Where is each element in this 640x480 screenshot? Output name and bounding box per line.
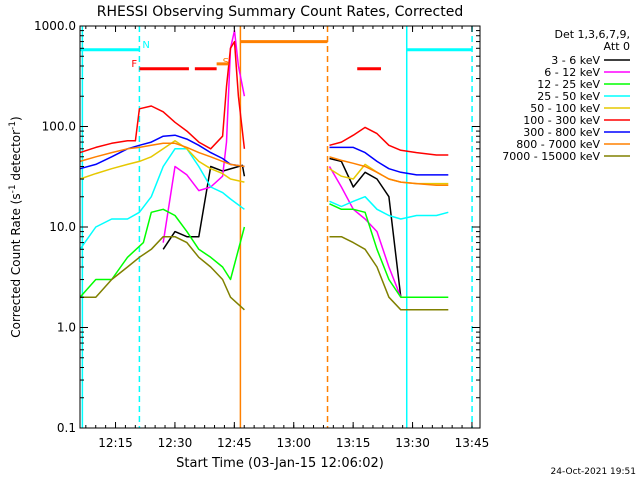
legend-label-4: 50 - 100 keV bbox=[530, 102, 600, 115]
chart-title: RHESSI Observing Summary Count Rates, Co… bbox=[97, 4, 463, 20]
series-6-line-0 bbox=[79, 134, 245, 170]
series-5-line-0 bbox=[79, 40, 246, 154]
footer-date: 24-Oct-2021 19:51 bbox=[551, 467, 636, 477]
y-axis-label-sup-2: -1 bbox=[8, 121, 18, 130]
series-8-line-1 bbox=[329, 235, 449, 311]
y-tick-label-1: 1.0 bbox=[57, 321, 76, 335]
series-5-line-1 bbox=[329, 126, 449, 156]
y-tick-label-0: 0.1 bbox=[57, 421, 76, 435]
legend-label-1: 6 - 12 keV bbox=[544, 66, 600, 79]
y-axis-label: Corrected Count Rate (s-1 detector-1) bbox=[8, 116, 23, 337]
x-tick-label-6: 13:45 bbox=[455, 436, 490, 450]
x-tick-label-2: 12:45 bbox=[217, 436, 252, 450]
y-tick-label-2: 10.0 bbox=[49, 220, 76, 234]
series-6-line-1 bbox=[329, 146, 449, 176]
series-1-line-1 bbox=[328, 166, 402, 298]
y-axis-label-main: Corrected Count Rate (s bbox=[9, 193, 23, 337]
series-7-line-0 bbox=[79, 142, 245, 168]
x-axis-label: Start Time (03-Jan-15 12:06:02) bbox=[176, 456, 384, 471]
series-0-line-1 bbox=[329, 157, 402, 298]
x-tick-label-4: 13:15 bbox=[336, 436, 371, 450]
legend-label-8: 7000 - 15000 keV bbox=[502, 150, 600, 163]
plot-area: NF S bbox=[79, 26, 473, 428]
series-2-line-0 bbox=[79, 208, 246, 298]
legend-label-0: 3 - 6 keV bbox=[551, 54, 600, 67]
series-8-line-0 bbox=[80, 235, 245, 311]
y-axis-label-sup-1: -1 bbox=[8, 184, 18, 193]
series-3-line-0 bbox=[79, 148, 245, 250]
legend-header-line-2: Att 0 bbox=[604, 40, 630, 53]
y-tick-label-3: 100.0 bbox=[42, 120, 76, 134]
legend-label-6: 300 - 800 keV bbox=[523, 126, 600, 139]
x-tick-label-1: 12:30 bbox=[158, 436, 193, 450]
series-1-line-0 bbox=[162, 29, 246, 243]
series-7-line-1 bbox=[329, 156, 449, 187]
status-label-F: F bbox=[131, 59, 137, 70]
status-label-S: S bbox=[223, 57, 229, 68]
x-tick-label-0: 12:15 bbox=[98, 436, 133, 450]
legend-label-7: 800 - 7000 keV bbox=[516, 138, 600, 151]
axes: 12:15 12:30 12:45 13:00 13:15 13:30 13:45 0.1 1.… bbox=[34, 19, 489, 450]
y-tick-label-4: 1000.0 bbox=[34, 19, 76, 33]
y-axis-label-tail: detector bbox=[9, 130, 23, 185]
x-tick-label-5: 13:30 bbox=[395, 436, 430, 450]
series-4-line-0 bbox=[79, 140, 245, 183]
series-2-line-1 bbox=[329, 203, 449, 298]
legend-header-line-1: Det 1,3,6,7,9, bbox=[554, 28, 630, 41]
series-3-line-1 bbox=[329, 195, 449, 220]
legend-label-3: 25 - 50 keV bbox=[537, 90, 600, 103]
legend-label-2: 12 - 25 keV bbox=[537, 78, 600, 91]
y-axis-label-close: ) bbox=[9, 116, 23, 121]
status-label-N: N bbox=[142, 40, 149, 51]
legend-label-5: 100 - 300 keV bbox=[523, 114, 600, 127]
x-tick-label-3: 13:00 bbox=[276, 436, 311, 450]
